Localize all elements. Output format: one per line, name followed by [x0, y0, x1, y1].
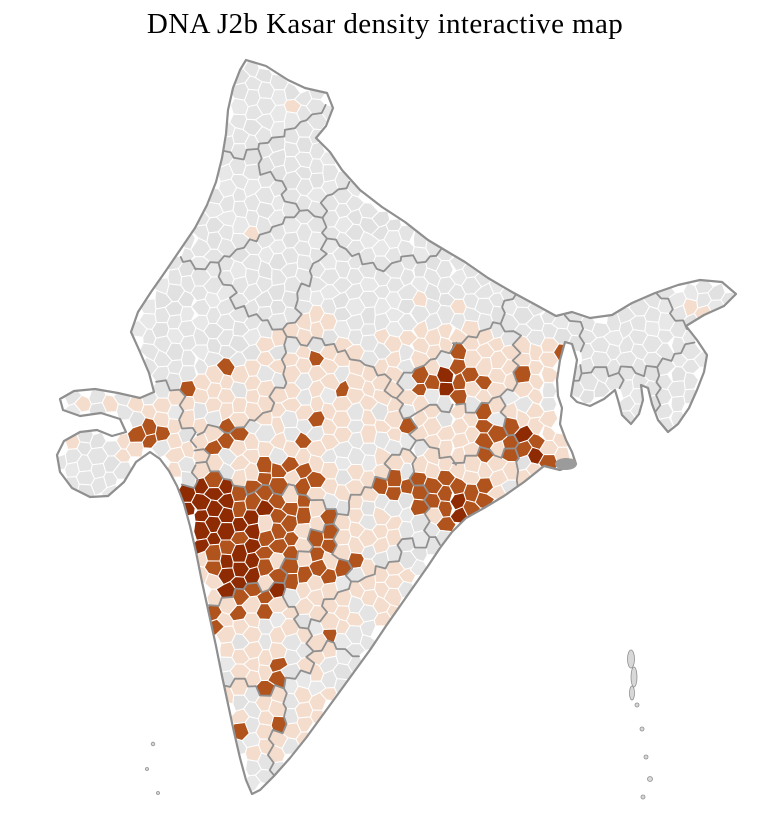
district[interactable] [242, 163, 261, 181]
district[interactable] [683, 371, 699, 391]
district[interactable] [629, 315, 647, 332]
district[interactable] [541, 382, 558, 399]
district[interactable] [397, 239, 415, 258]
page-title: DNA J2b Kasar density interactive map [146, 8, 624, 40]
lakshadweep-islands[interactable] [145, 741, 160, 795]
district[interactable] [360, 323, 377, 337]
district[interactable] [539, 396, 558, 413]
district[interactable] [670, 395, 686, 413]
sundarbans-patch [555, 458, 577, 470]
state-borders [155, 104, 696, 777]
district[interactable] [644, 320, 660, 338]
district[interactable] [295, 506, 312, 525]
district[interactable] [255, 455, 273, 474]
state-borders-layer [155, 104, 696, 777]
india-outline [55, 58, 738, 796]
district[interactable] [360, 500, 376, 516]
andaman-nicobar-islands[interactable] [627, 649, 653, 800]
